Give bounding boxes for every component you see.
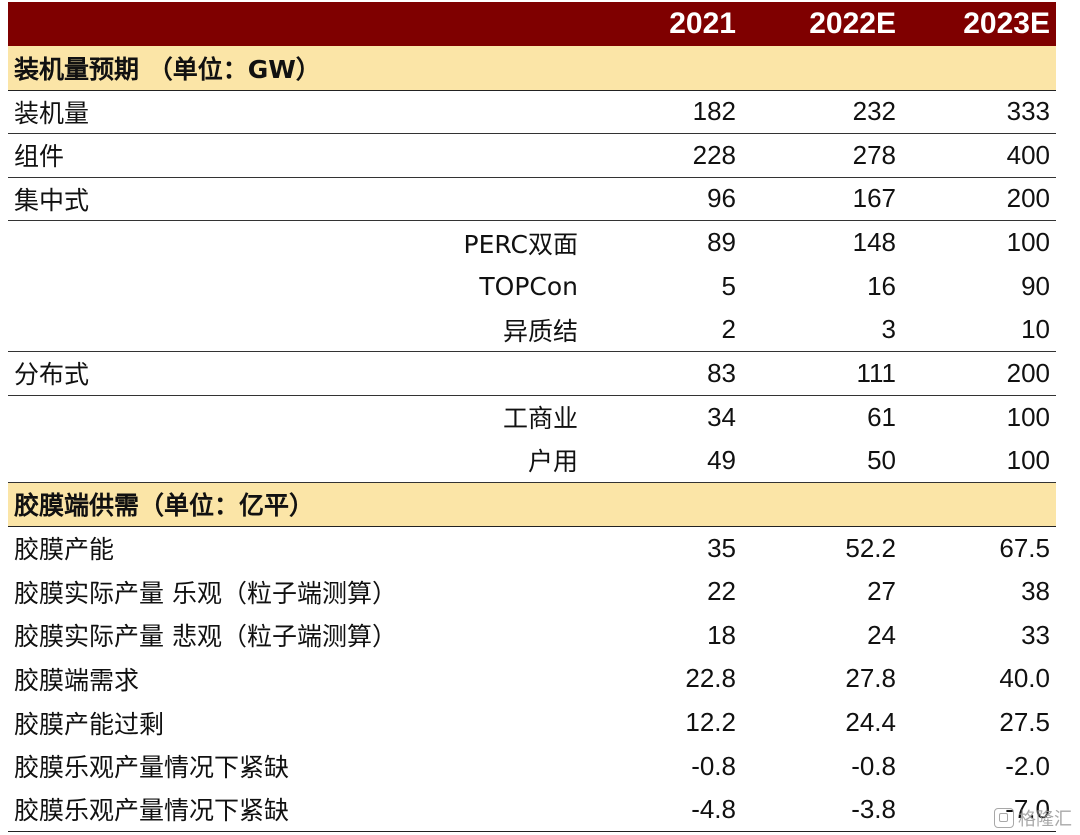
table-row: 集中式 96 167 200 <box>8 177 1056 222</box>
cell-2023e: 67.5 <box>999 532 1050 563</box>
cell-2023e: -7.0 <box>902 787 1056 832</box>
cell-2022e: 232 <box>742 90 902 135</box>
row-label: 集中式 <box>8 177 580 222</box>
row-sublabel: 工商业 <box>502 404 578 434</box>
installation-forecast-table: 2021 2022E 2023E 装机量预期 （单位：GW） 装机量 182 2… <box>8 2 1056 832</box>
cell-2022e: -0.8 <box>851 750 896 781</box>
cell-2023e: 10 <box>902 307 1056 353</box>
row-label: 装机量 <box>8 90 580 135</box>
cell-2022e: 50 <box>742 438 902 483</box>
row-label: 胶膜乐观产量情况下紧缺 <box>14 753 290 783</box>
row-label: 胶膜乐观产量情况下紧缺 <box>8 787 580 832</box>
cell-2023e: 333 <box>902 90 1056 135</box>
table-row: 异质结 2 3 10 <box>8 307 1056 353</box>
table-row: 胶膜实际产量 乐观（粒子端测算） 22 27 38 <box>8 570 1056 614</box>
table-row: TOPCon 5 16 90 <box>8 264 1056 308</box>
header-year-2022e: 2022E <box>809 7 896 40</box>
cell-2022e: 27.8 <box>845 663 896 694</box>
cell-2021: -4.8 <box>580 787 742 832</box>
cell-2022e: 24.4 <box>845 707 896 738</box>
row-label: 胶膜实际产量 悲观（粒子端测算） <box>14 622 397 652</box>
section-header-film-supply-demand: 胶膜端供需（单位：亿平） <box>8 482 1056 527</box>
cell-2022e: 111 <box>742 351 902 396</box>
cell-2023e: 200 <box>902 351 1056 396</box>
table-row: 组件 228 278 400 <box>8 133 1056 178</box>
table-row: 胶膜产能 35 52.2 67.5 <box>8 526 1056 570</box>
row-sublabel: PERC双面 <box>463 229 578 259</box>
cell-2022e: 24 <box>867 619 896 650</box>
cell-2023e: -2.0 <box>1005 750 1050 781</box>
header-blank-cell <box>8 2 580 46</box>
cell-2023e: 400 <box>902 133 1056 178</box>
cell-2022e: -3.8 <box>742 787 902 832</box>
cell-2022e: 167 <box>742 177 902 222</box>
watermark-text: 格隆汇 <box>1018 809 1072 830</box>
data-table-container: 2021 2022E 2023E 装机量预期 （单位：GW） 装机量 182 2… <box>8 2 1056 832</box>
table-row: PERC双面 89 148 100 <box>8 221 1056 265</box>
cell-2021: 22.8 <box>685 663 736 694</box>
row-label: 胶膜端需求 <box>14 665 140 695</box>
table-row: 胶膜端需求 22.8 27.8 40.0 <box>8 657 1056 701</box>
cell-2021: 22 <box>707 576 736 607</box>
row-label: 胶膜产能 <box>14 535 115 565</box>
cell-2021: 89 <box>707 227 736 258</box>
cell-2023e: 33 <box>1021 619 1050 650</box>
cell-2023e: 100 <box>1006 401 1050 432</box>
gelonghui-logo-icon <box>994 808 1014 828</box>
cell-2023e: 38 <box>1021 576 1050 607</box>
table-row: 户用 49 50 100 <box>8 438 1056 483</box>
cell-2021: 35 <box>707 532 736 563</box>
row-label: 胶膜产能过剩 <box>14 709 165 739</box>
cell-2021: 2 <box>580 307 742 353</box>
cell-2022e: 27 <box>867 576 896 607</box>
cell-2021: 12.2 <box>685 707 736 738</box>
section-title: 胶膜端供需（单位：亿平） <box>8 482 1056 527</box>
cell-2023e: 200 <box>902 177 1056 222</box>
cell-2022e: 278 <box>742 133 902 178</box>
table-row: 分布式 83 111 200 <box>8 351 1056 396</box>
cell-2023e: 100 <box>902 438 1056 483</box>
table-row: 工商业 34 61 100 <box>8 395 1056 439</box>
cell-2021: 182 <box>580 90 742 135</box>
row-sublabel: 户用 <box>8 438 580 483</box>
header-year-2023e: 2023E <box>963 7 1050 40</box>
section-header-installation: 装机量预期 （单位：GW） <box>8 46 1056 91</box>
row-sublabel: 异质结 <box>8 307 580 353</box>
watermark: 格隆汇 <box>994 805 1072 831</box>
header-row: 2021 2022E 2023E <box>8 2 1056 46</box>
cell-2021: 228 <box>580 133 742 178</box>
cell-2022e: 52.2 <box>845 532 896 563</box>
row-label: 胶膜实际产量 乐观（粒子端测算） <box>14 578 397 608</box>
cell-2023e: 100 <box>1006 227 1050 258</box>
cell-2022e: 148 <box>852 227 896 258</box>
cell-2021: -0.8 <box>691 750 736 781</box>
cell-2023e: 40.0 <box>999 663 1050 694</box>
cell-2021: 49 <box>580 438 742 483</box>
cell-2021: 96 <box>580 177 742 222</box>
table-row: 胶膜实际产量 悲观（粒子端测算） 18 24 33 <box>8 614 1056 658</box>
header-year-2021: 2021 <box>669 7 736 40</box>
table-row: 胶膜产能过剩 12.2 24.4 27.5 <box>8 701 1056 745</box>
cell-2021: 18 <box>707 619 736 650</box>
cell-2023e: 27.5 <box>999 707 1050 738</box>
section-title: 装机量预期 （单位：GW） <box>8 46 1056 91</box>
table-row: 装机量 182 232 333 <box>8 90 1056 135</box>
row-label: 组件 <box>8 133 580 178</box>
table-row: 胶膜乐观产量情况下紧缺 -0.8 -0.8 -2.0 <box>8 744 1056 788</box>
cell-2021: 83 <box>580 351 742 396</box>
cell-2022e: 16 <box>867 270 896 301</box>
cell-2022e: 61 <box>867 401 896 432</box>
cell-2021: 34 <box>707 401 736 432</box>
cell-2022e: 3 <box>742 307 902 353</box>
cell-2021: 5 <box>721 270 736 301</box>
table-row: 胶膜乐观产量情况下紧缺 -4.8 -3.8 -7.0 <box>8 787 1056 832</box>
row-sublabel: TOPCon <box>479 271 578 301</box>
cell-2023e: 90 <box>1021 270 1050 301</box>
row-label: 分布式 <box>8 351 580 396</box>
